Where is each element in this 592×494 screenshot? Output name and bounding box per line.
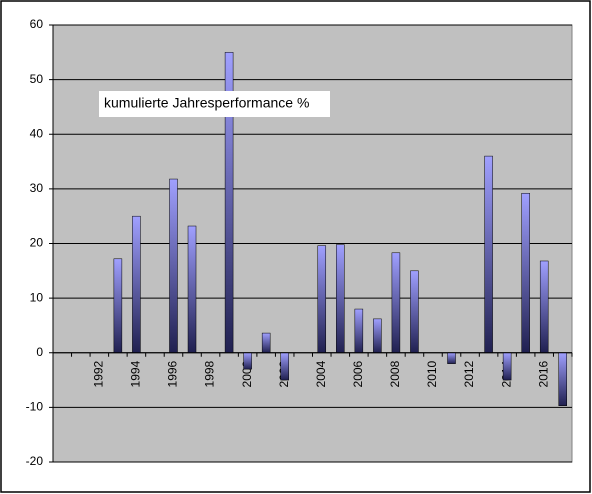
x-tick-label: 2006 (351, 360, 365, 387)
bar (391, 252, 401, 354)
x-tick-label: 1998 (203, 360, 217, 387)
y-tick-label: -10 (26, 400, 44, 414)
y-tick-label: 30 (30, 181, 44, 195)
bar (280, 352, 289, 381)
x-tick-label: 2016 (536, 360, 550, 387)
x-tick-label: 2008 (388, 360, 402, 387)
x-tick-label: 2010 (425, 360, 439, 387)
bar (558, 352, 567, 406)
y-tick-label: -20 (26, 454, 44, 468)
y-tick-label: 10 (30, 290, 44, 304)
bar (447, 352, 456, 364)
x-tick-label: 1992 (92, 360, 106, 387)
y-tick-label: 40 (30, 126, 44, 140)
bar (521, 192, 530, 353)
bar (336, 244, 345, 353)
x-tick-label: 2004 (314, 360, 328, 387)
bar (373, 318, 382, 354)
y-tick-label: 50 (30, 72, 44, 86)
bar (187, 225, 197, 354)
bar (261, 332, 271, 353)
y-tick-label: 60 (30, 17, 44, 31)
x-tick-label: 1994 (129, 360, 143, 387)
bar (539, 260, 549, 354)
bar (169, 178, 178, 353)
annotation: kumulierte Jahresperformance % (104, 95, 309, 111)
y-tick-label: 20 (30, 236, 44, 250)
x-tick-label: 1996 (166, 360, 180, 387)
annotation-box (99, 91, 330, 117)
bar (410, 270, 419, 353)
bar (132, 215, 141, 353)
x-tick-label: 2012 (462, 360, 476, 387)
bar (484, 155, 493, 353)
bar (502, 352, 512, 381)
y-tick-label: 0 (36, 345, 43, 359)
bar (243, 352, 252, 370)
bar (317, 245, 327, 353)
bar (113, 258, 123, 354)
bar (354, 308, 364, 353)
